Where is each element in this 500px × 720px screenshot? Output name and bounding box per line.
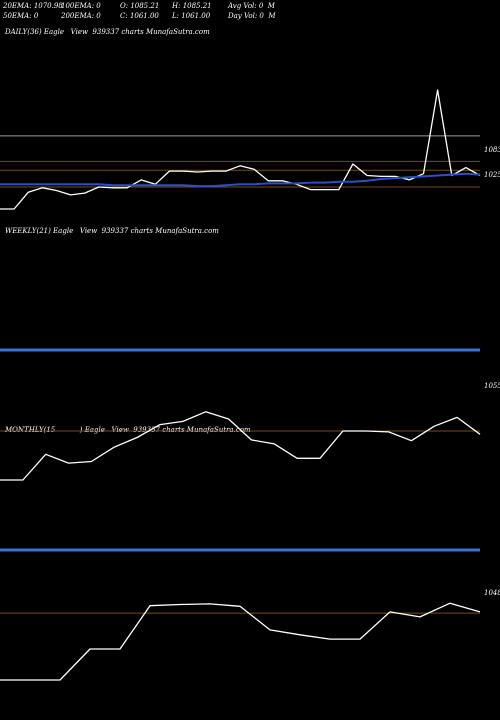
- monthly-panel-title: MONTHLY(15 ) Eagle View 939337 charts Mu…: [5, 426, 251, 434]
- daily-price-label: 1083: [484, 146, 500, 154]
- weekly-panel-title: WEEKLY(21) Eagle View 939337 charts Muna…: [5, 227, 219, 235]
- daily-price-line: [0, 89, 481, 210]
- weekly-price-line: [0, 411, 481, 481]
- header-open: O: 1085.21: [120, 2, 160, 10]
- header-low: L: 1061.00: [172, 12, 211, 20]
- header-high: H: 1085.21: [172, 2, 212, 10]
- header-50ema: 50EMA: 0: [3, 12, 39, 20]
- header-200ema: 200EMA: 0: [61, 12, 101, 20]
- header-avg-vol: Avg Vol: 0 M: [228, 2, 275, 10]
- daily-ema-line: [0, 172, 481, 188]
- header-100ema: 100EMA: 0: [61, 2, 101, 10]
- header-close: C: 1061.00: [120, 12, 159, 20]
- monthly-price-line: [0, 602, 481, 681]
- monthly-price-label: 1048: [484, 589, 500, 597]
- header-20ema: 20EMA: 1070.98: [3, 2, 63, 10]
- daily-panel-title: DAILY(36) Eagle View 939337 charts Munaf…: [5, 28, 210, 36]
- header-day-vol: Day Vol: 0 M: [228, 12, 276, 20]
- weekly-price-label: 1055: [484, 382, 500, 390]
- daily-price-label: 1025: [484, 171, 500, 179]
